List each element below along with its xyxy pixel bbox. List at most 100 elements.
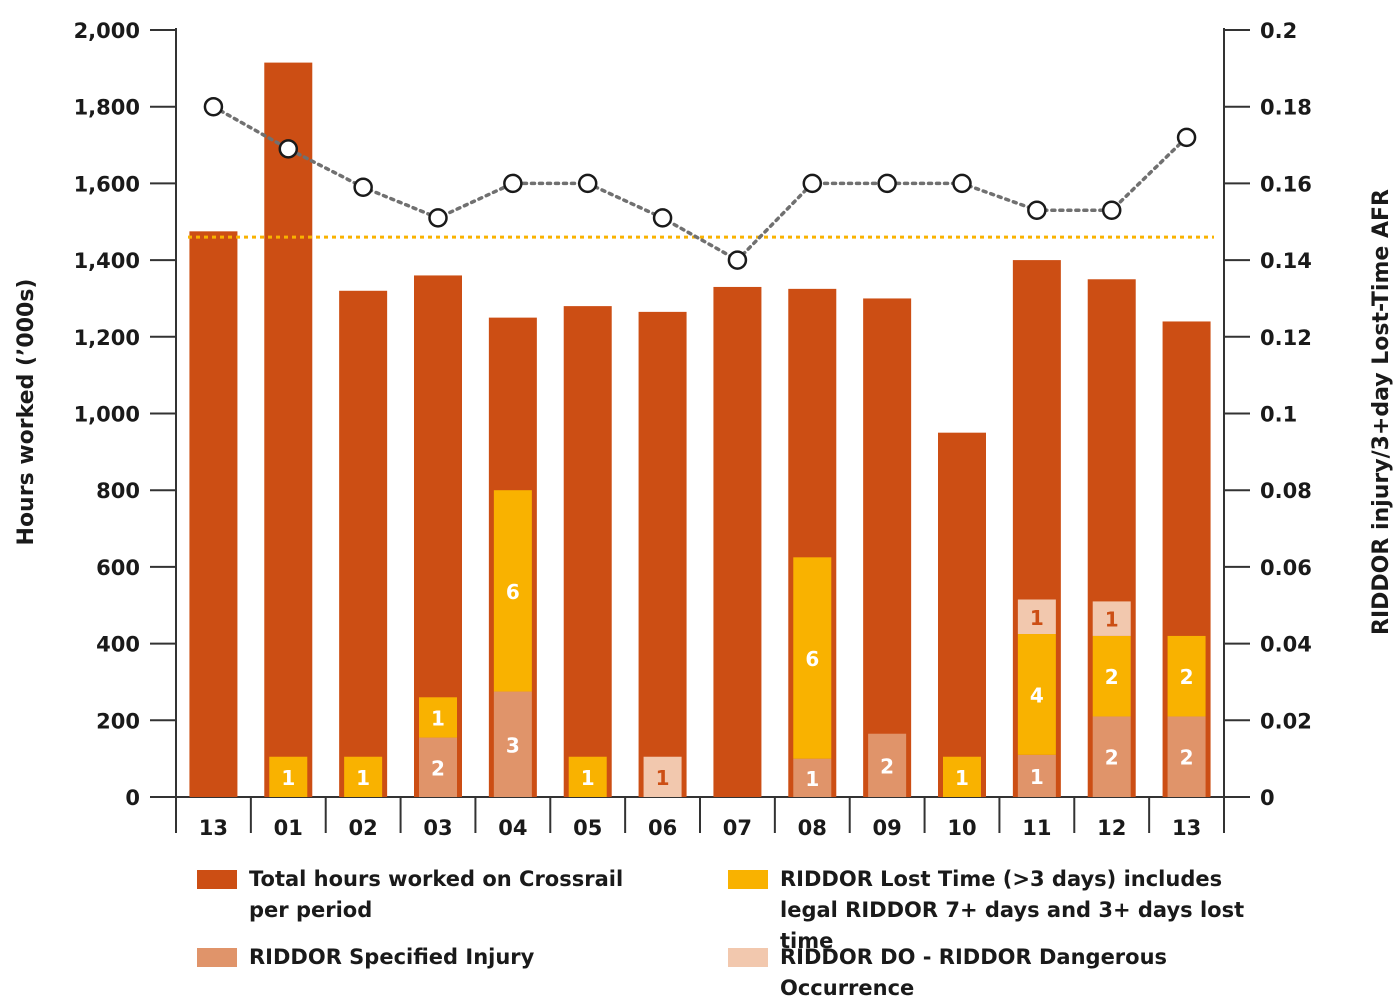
segment-count-label: 1 (581, 766, 595, 790)
x-tick-label: 09 (873, 816, 902, 840)
bar-lost-time (493, 490, 532, 692)
afr-point (577, 173, 598, 194)
y-tick-label: 800 (96, 479, 140, 503)
y2-tick-label: 0.2 (1260, 19, 1297, 43)
y2-tick-label: 0.06 (1260, 556, 1312, 580)
y-tick-label: 1,400 (74, 249, 140, 273)
bar-specified-injury (1092, 716, 1131, 797)
afr-point (1027, 200, 1047, 220)
y-tick-label: 1,200 (74, 326, 140, 350)
afr-point (278, 139, 299, 159)
afr-point (652, 208, 673, 228)
bar-lost-time (419, 697, 457, 738)
legend-swatch (728, 870, 768, 889)
y2-tick-label: 0.16 (1260, 172, 1312, 196)
legend-label: RIDDOR DO - RIDDOR Dangerous Occurrence (780, 945, 1168, 1000)
segment-count-label: 6 (805, 647, 819, 671)
y2-tick-label: 0.1 (1260, 403, 1297, 427)
bar-lost-time (568, 756, 607, 797)
x-tick-label: 05 (573, 816, 602, 840)
afr-line-layer (188, 96, 1214, 270)
afr-point (727, 250, 748, 270)
y-tick-label: 1,800 (74, 96, 140, 120)
afr-point (1101, 200, 1122, 220)
segment-count-label: 6 (506, 580, 520, 604)
bar-dangerous-occurrence (1017, 599, 1056, 635)
bar-specified-injury (493, 691, 532, 797)
segment-count-label: 1 (281, 766, 295, 790)
bar-total-hours (189, 231, 238, 797)
segment-count-label: 1 (955, 766, 969, 790)
bar-lost-time (344, 756, 383, 797)
bar-total-hours (713, 286, 762, 797)
bar-lost-time (793, 557, 832, 759)
x-tick-label: 13 (199, 816, 228, 840)
segment-count-label: 4 (1030, 683, 1044, 707)
segment-count-label: 1 (1105, 608, 1119, 632)
legend-swatch (197, 948, 237, 967)
axes-layer: 0 200 400 600 800 1,000 1,200 1,400 1,600 1,800 2,… (74, 19, 1312, 840)
afr-point (503, 173, 523, 194)
legend-label: Total hours worked on Crossrail per peri… (249, 867, 624, 922)
x-tick-label: 12 (1097, 816, 1126, 840)
bar-lost-time (943, 756, 981, 797)
y-tick-label: 2,000 (74, 19, 140, 43)
x-tick-label: 03 (423, 816, 452, 840)
segment-count-label: 1 (356, 766, 370, 790)
y-axis-title: Hours worked (’000s) (14, 279, 39, 546)
legend-swatch (728, 948, 768, 967)
y-tick-label: 600 (96, 556, 140, 580)
segment-count-label: 2 (1105, 746, 1119, 770)
x-tick-label: 13 (1172, 816, 1201, 840)
bar-lost-time (1017, 634, 1056, 755)
segment-count-label: 1 (1030, 765, 1044, 789)
bar-dangerous-occurrence (643, 756, 682, 797)
y-tick-label: 0 (125, 786, 140, 810)
segment-count-label: 1 (1030, 606, 1044, 630)
bar-dangerous-occurrence (1092, 601, 1131, 636)
y2-tick-label: 0.02 (1260, 709, 1312, 733)
x-tick-label: 02 (349, 816, 378, 840)
y-tick-label: 1,000 (74, 403, 140, 427)
segment-count-label: 1 (431, 706, 445, 730)
bar-specified-injury (1017, 754, 1056, 797)
bars-layer: 1 1 2 1 3 6 1 1 1 6 2 1 1 4 1 2 2 1 2 2 (189, 62, 1211, 798)
y2-tick-label: 0.18 (1260, 96, 1312, 120)
legend-swatch (197, 870, 237, 889)
y2-tick-label: 0.12 (1260, 326, 1312, 350)
afr-line (211, 104, 1189, 263)
afr-point (428, 208, 448, 228)
bar-total-hours (563, 306, 612, 797)
y2-axis-title: RIDDOR injury/3+day Lost-Time AFR (1369, 189, 1394, 635)
segment-count-label: 2 (880, 754, 894, 778)
segment-count-label: 1 (805, 767, 819, 791)
segment-count-label: 2 (1180, 665, 1194, 689)
x-tick-label: 10 (947, 816, 976, 840)
afr-point (203, 96, 224, 117)
y2-tick-label: 0.08 (1260, 479, 1312, 503)
bar-specified-injury (868, 733, 907, 797)
x-tick-label: 07 (723, 816, 752, 840)
x-tick-label: 06 (648, 816, 677, 840)
bar-specified-injury (419, 737, 457, 797)
x-tick-label: 11 (1022, 816, 1051, 840)
afr-point (353, 177, 373, 197)
y2-tick-label: 0.04 (1260, 633, 1312, 657)
y2-tick-label: 0.14 (1260, 249, 1312, 273)
x-tick-label: 01 (274, 816, 303, 840)
y-tick-label: 200 (96, 709, 140, 733)
bar-specified-injury (1167, 716, 1206, 797)
x-tick-label: 08 (798, 816, 827, 840)
bar-lost-time (1167, 635, 1206, 717)
segment-count-label: 2 (431, 756, 445, 780)
segment-count-label: 2 (1105, 665, 1119, 689)
bar-total-hours (638, 311, 687, 797)
segment-count-label: 3 (506, 733, 520, 757)
y-tick-label: 400 (96, 633, 140, 657)
bar-total-hours (863, 298, 912, 797)
segment-count-label: 2 (1180, 746, 1194, 770)
bar-lost-time (1092, 635, 1131, 717)
bar-total-hours (264, 62, 313, 798)
y-tick-label: 1,600 (74, 172, 140, 196)
